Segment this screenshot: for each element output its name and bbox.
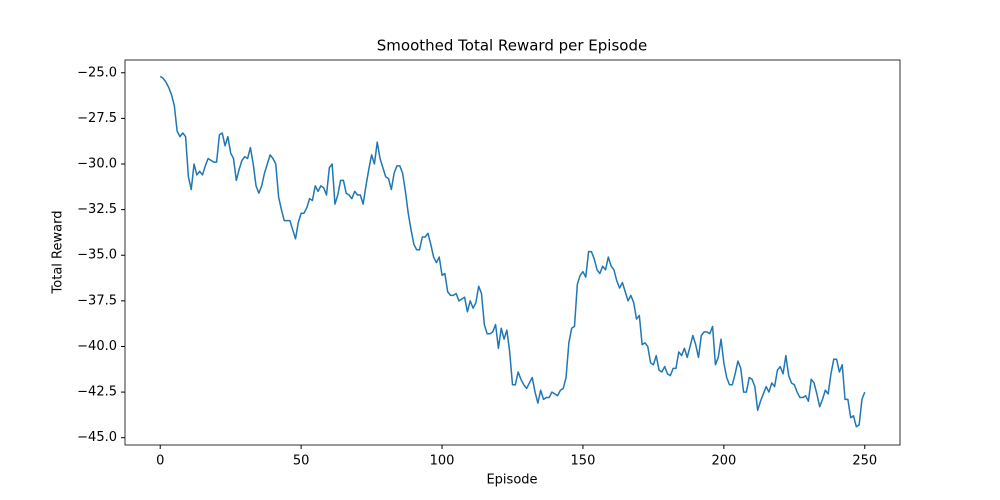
x-tick-label: 150 — [571, 454, 596, 469]
y-tick-label: −40.0 — [77, 339, 117, 354]
x-tick-label: 50 — [293, 454, 310, 469]
x-tick-label: 250 — [852, 454, 877, 469]
data-line — [159, 75, 866, 428]
x-tick-label: 0 — [156, 454, 164, 469]
y-tick-label: −32.5 — [77, 202, 117, 217]
y-tick-label: −25.0 — [77, 65, 117, 80]
x-tick-label: 200 — [711, 454, 736, 469]
x-tick-label: 100 — [430, 454, 455, 469]
x-axis-label: Episode — [486, 473, 537, 488]
plot-frame — [124, 59, 901, 446]
y-tick-label: −37.5 — [77, 293, 117, 308]
y-tick-label: −45.0 — [77, 430, 117, 445]
y-tick-label: −42.5 — [77, 385, 117, 400]
y-tick-label: −35.0 — [77, 248, 117, 263]
y-tick-label: −30.0 — [77, 157, 117, 172]
chart-title: Smoothed Total Reward per Episode — [377, 37, 647, 55]
y-tick-label: −27.5 — [77, 111, 117, 126]
y-axis-label: Total Reward — [51, 211, 66, 295]
